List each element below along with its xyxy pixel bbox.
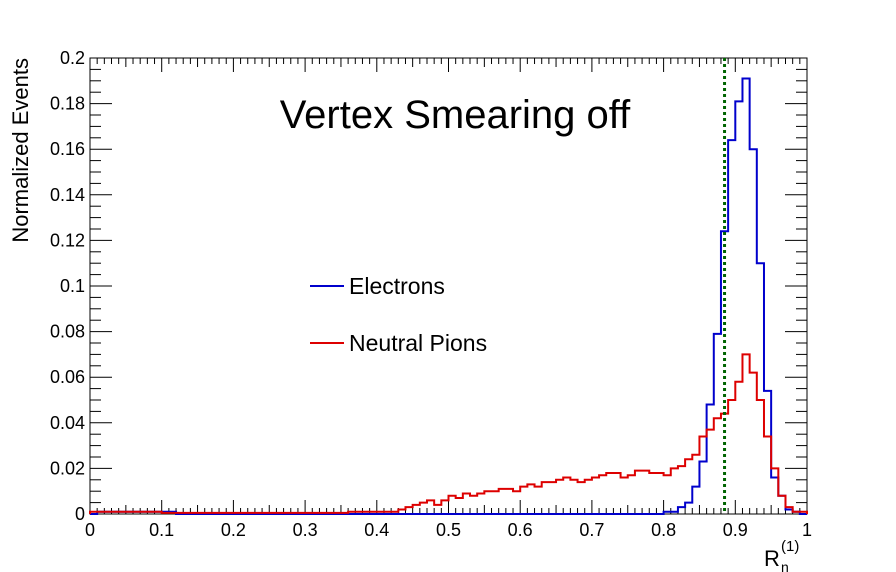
x-tick-label: 0.3	[293, 520, 318, 540]
legend-label-0: Electrons	[349, 273, 445, 299]
x-tick-label: 1	[802, 520, 812, 540]
x-tick-label: 0.1	[149, 520, 174, 540]
y-tick-label: 0	[75, 504, 85, 524]
x-tick-label: 0.9	[723, 520, 748, 540]
y-tick-label: 0.04	[50, 413, 85, 433]
x-tick-label: 0.5	[436, 520, 461, 540]
y-tick-label: 0.1	[60, 276, 85, 296]
x-tick-label: 0.7	[579, 520, 604, 540]
y-tick-label: 0.12	[50, 230, 85, 250]
x-tick-label: 0.6	[508, 520, 533, 540]
series-line-neutral-pions	[89, 353, 808, 514]
y-tick-label: 0.2	[60, 48, 85, 68]
y-tick-label: 0.14	[50, 185, 85, 205]
y-tick-label: 0.02	[50, 458, 85, 478]
legend-label-1: Neutral Pions	[349, 330, 487, 356]
x-tick-label: 0.2	[221, 520, 246, 540]
chart-title: Vertex Smearing off	[280, 93, 631, 137]
x-tick-label: 0.8	[651, 520, 676, 540]
x-axis-label-main: R	[764, 546, 780, 571]
y-tick-label: 0.08	[50, 322, 85, 342]
x-axis-label-sup: (1)	[781, 538, 799, 555]
x-tick-label: 0.4	[364, 520, 389, 540]
x-tick-label: 0	[85, 520, 95, 540]
y-tick-label: 0.06	[50, 367, 85, 387]
y-tick-label: 0.16	[50, 139, 85, 159]
x-axis-label-sub: n	[781, 559, 789, 572]
series-line-electrons	[90, 77, 807, 515]
y-axis-label: Normalized Events	[8, 58, 33, 243]
legend: Electrons Neutral Pions	[310, 273, 487, 356]
y-tick-label: 0.18	[50, 94, 85, 114]
